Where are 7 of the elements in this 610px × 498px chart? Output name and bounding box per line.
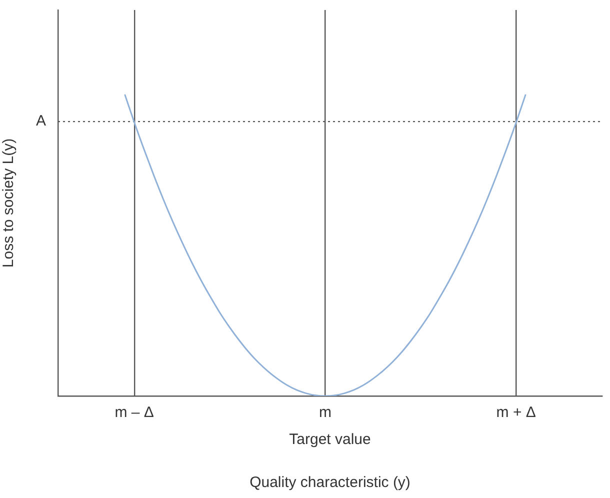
text: Target value — [289, 431, 371, 448]
x-tick-label: m — [318, 404, 332, 422]
x-tick-label: m – Δ — [114, 404, 154, 422]
ref-line-label: A — [36, 112, 46, 130]
y-axis-title: Loss to society L(y) — [0, 138, 18, 268]
x-axis-title: Quality characteristic (y) — [250, 474, 410, 492]
x-tick-label: m + Δ — [496, 404, 536, 422]
